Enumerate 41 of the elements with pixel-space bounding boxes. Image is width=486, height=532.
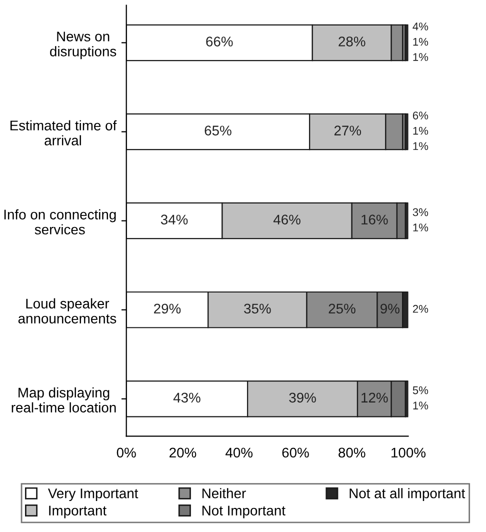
x-tick-label: 40% bbox=[226, 448, 253, 458]
legend-label: Important bbox=[49, 506, 106, 518]
legend-label: Not at all important bbox=[350, 488, 466, 502]
data-label: 28% bbox=[338, 36, 366, 46]
legend-label: Very Important bbox=[48, 488, 138, 502]
data-label: 27% bbox=[334, 126, 362, 136]
data-label: 1% bbox=[413, 53, 428, 61]
y-tick-label: Loud speaker announcements bbox=[18, 298, 116, 324]
data-label: 34% bbox=[160, 214, 188, 225]
data-label: 1% bbox=[413, 142, 428, 150]
y-tick-label: Info on connecting services bbox=[4, 209, 116, 234]
data-label: 39% bbox=[289, 392, 316, 403]
data-label: 12% bbox=[362, 392, 388, 403]
data-label: 4% bbox=[412, 22, 428, 30]
data-label: 65% bbox=[204, 126, 232, 136]
y-tick-label: Map displaying real-time location bbox=[12, 387, 116, 412]
data-label: 1% bbox=[413, 38, 428, 46]
data-label: 1% bbox=[413, 402, 428, 410]
y-tick-label: Estimated time of arrival bbox=[10, 120, 117, 146]
data-label: 29% bbox=[154, 304, 181, 314]
data-label: 16% bbox=[362, 214, 388, 225]
data-label: 3% bbox=[412, 208, 428, 216]
data-label: 6% bbox=[412, 112, 428, 120]
x-tick-label: 60% bbox=[282, 448, 309, 458]
x-tick-label: 80% bbox=[338, 448, 366, 458]
x-tick-label: 0% bbox=[116, 448, 136, 458]
data-label: 35% bbox=[244, 304, 271, 314]
x-tick-label: 20% bbox=[170, 448, 196, 458]
legend-label: Neither bbox=[202, 488, 246, 498]
data-label: 2% bbox=[412, 304, 428, 313]
x-tick-label: 100% bbox=[392, 448, 426, 458]
data-label: 5% bbox=[412, 386, 428, 394]
data-label: 46% bbox=[273, 214, 300, 225]
data-label: 1% bbox=[413, 126, 428, 135]
data-label: 43% bbox=[173, 392, 200, 403]
y-tick-label: News on disruptions bbox=[50, 32, 116, 60]
legend-label: Not Important bbox=[202, 506, 286, 518]
data-label: 66% bbox=[206, 36, 233, 46]
data-label: 1% bbox=[413, 224, 428, 232]
data-label: 25% bbox=[328, 304, 356, 314]
data-label: 9% bbox=[380, 304, 400, 314]
